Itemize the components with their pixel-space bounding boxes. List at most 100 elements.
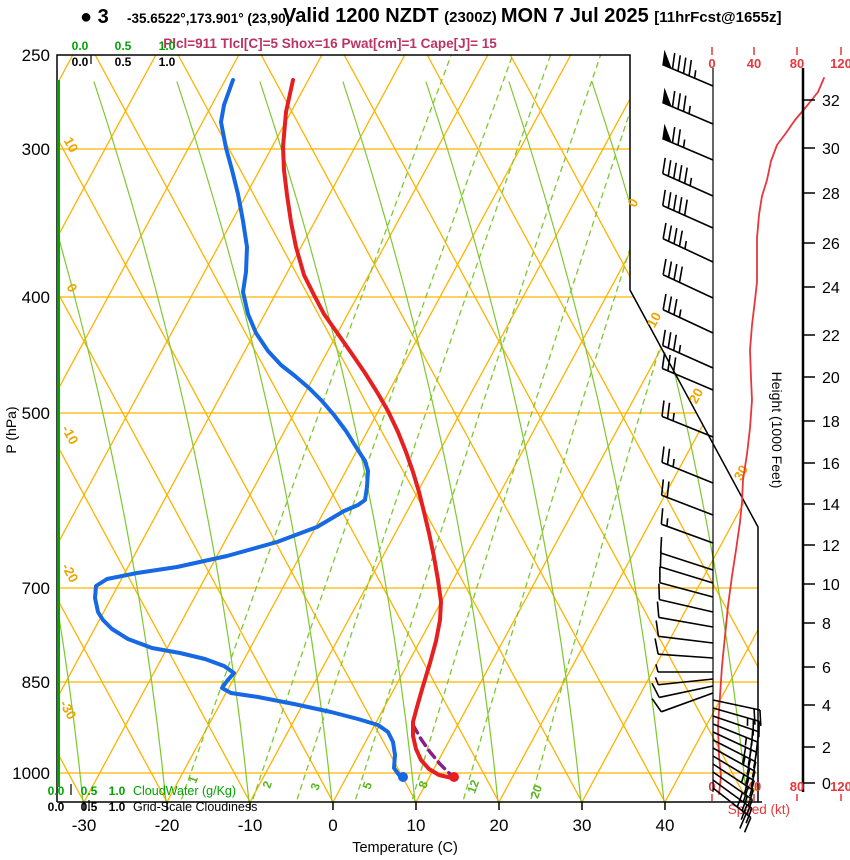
svg-text:250: 250 (22, 46, 50, 65)
isotherm-drygradiabat-grid (57, 55, 758, 802)
svg-text:-10: -10 (238, 816, 263, 835)
svg-text:1.0: 1.0 (109, 800, 126, 814)
svg-text:12: 12 (464, 778, 482, 796)
svg-text:700: 700 (22, 579, 50, 598)
svg-text:400: 400 (22, 288, 50, 307)
svg-text:0.0: 0.0 (72, 55, 89, 69)
svg-text:3: 3 (308, 781, 324, 792)
title-valid: Valid 1200 NZDT (283, 5, 445, 27)
svg-text:24: 24 (822, 280, 840, 297)
svg-text:120: 120 (830, 56, 850, 71)
svg-text:0: 0 (708, 56, 715, 71)
svg-text:40: 40 (747, 779, 761, 794)
svg-text:-30: -30 (72, 816, 97, 835)
station-marker: ● 3 (80, 6, 109, 28)
temperature-surface-dot (449, 772, 459, 782)
svg-text:0.0: 0.0 (48, 800, 65, 814)
svg-text:32: 32 (822, 93, 840, 110)
pressure-axis: 250 300 400 500 700 850 1000 P (hPa) (3, 46, 50, 783)
svg-text:0.5: 0.5 (81, 800, 98, 814)
svg-text:-30: -30 (57, 698, 80, 722)
svg-text:20: 20 (822, 370, 840, 387)
stability-indices-text: Plcl=911 Tlcl[C]=5 Shox=16 Pwat[cm]=1 Ca… (163, 36, 497, 51)
wind-speed-curve (717, 77, 825, 795)
svg-text:80: 80 (790, 779, 804, 794)
pressure-gridlines (57, 148, 758, 774)
svg-text:1: 1 (186, 774, 202, 785)
svg-text:0.0: 0.0 (48, 784, 65, 798)
svg-text:0: 0 (625, 196, 642, 210)
svg-text:-10: -10 (59, 423, 82, 447)
stability-indices: Plcl=911 Tlcl[C]=5 Shox=16 Pwat[cm]=1 Ca… (0, 35, 850, 53)
svg-text:0: 0 (64, 281, 81, 295)
svg-text:-20: -20 (59, 561, 82, 585)
svg-text:500: 500 (22, 404, 50, 423)
temperature-axis: -30 -20 -10 0 10 20 30 40 Temperature (C) (72, 802, 675, 856)
parcel-path-curve (411, 723, 453, 777)
svg-text:28: 28 (822, 186, 840, 203)
svg-text:26: 26 (822, 236, 840, 253)
svg-text:22: 22 (822, 328, 840, 345)
svg-text:0.0: 0.0 (72, 39, 89, 53)
svg-text:850: 850 (22, 673, 50, 692)
svg-text:10: 10 (644, 310, 664, 330)
svg-text:1.0: 1.0 (159, 39, 176, 53)
svg-text:30: 30 (822, 141, 840, 158)
svg-text:4: 4 (822, 698, 831, 715)
svg-text:20: 20 (686, 386, 706, 406)
temperature-axis-title: Temperature (C) (352, 840, 458, 856)
pressure-axis-title: P (hPa) (3, 406, 19, 453)
speed-axis-title: Speed (kt) (728, 802, 790, 817)
svg-text:14: 14 (822, 497, 840, 514)
svg-text:300: 300 (22, 140, 50, 159)
svg-text:2: 2 (260, 779, 276, 790)
svg-text:30: 30 (573, 816, 592, 835)
svg-text:40: 40 (656, 816, 675, 835)
svg-text:20: 20 (490, 816, 509, 835)
svg-text:8: 8 (822, 616, 831, 633)
svg-text:40: 40 (747, 56, 761, 71)
svg-text:10: 10 (61, 135, 81, 155)
temperature-curve (281, 78, 459, 782)
page-title: Valid 1200 NZDT (2300Z) MON 7 Jul 2025 [… (283, 5, 781, 28)
wind-barbs (651, 49, 762, 833)
title-date: MON 7 Jul 2025 (500, 5, 655, 27)
svg-text:1.0: 1.0 (159, 55, 176, 69)
svg-text:-20: -20 (155, 816, 180, 835)
height-axis-title: Height (1000 Feet) (769, 372, 785, 489)
dewpoint-curve (93, 78, 408, 782)
svg-text:1000: 1000 (12, 764, 50, 783)
svg-text:0: 0 (328, 816, 337, 835)
svg-text:10: 10 (822, 577, 840, 594)
svg-text:6: 6 (822, 660, 831, 677)
svg-text:30: 30 (731, 463, 751, 483)
cloudwater-label: CloudWater (g/Kg) (133, 784, 236, 798)
svg-text:12: 12 (822, 538, 840, 555)
height-axis-title: Height (1000 Feet) (769, 372, 785, 489)
svg-text:0: 0 (822, 776, 831, 793)
svg-text:0.5: 0.5 (115, 55, 132, 69)
dewpoint-surface-dot (398, 772, 408, 782)
mixing-ratio-grid (177, 55, 750, 802)
title-forecast: [11hrFcst@1655z] (654, 9, 782, 26)
svg-text:1.0: 1.0 (109, 784, 126, 798)
svg-text:2: 2 (822, 740, 831, 757)
station-coordinates: -35.6522°,173.901° (23,90) (127, 11, 291, 26)
cloudiness-label: Grid-Scale Cloudiness (133, 800, 257, 814)
svg-text:120: 120 (830, 779, 850, 794)
svg-text:0.5: 0.5 (81, 784, 98, 798)
svg-text:0: 0 (708, 779, 715, 794)
cloudwater-scales: 0.0 0.0 0.5 0.5 1.0 1.0 0.0 0.0 0.5 0.5 1.0 1.0 Clou… (48, 39, 258, 814)
svg-text:10: 10 (407, 816, 426, 835)
title-zulu: (2300Z) (444, 9, 501, 26)
moist-adiabat-grid (57, 81, 758, 802)
svg-text:5: 5 (360, 780, 376, 791)
svg-text:16: 16 (822, 456, 840, 473)
svg-text:0.5: 0.5 (115, 39, 132, 53)
svg-text:80: 80 (790, 56, 804, 71)
svg-text:20: 20 (527, 783, 545, 801)
